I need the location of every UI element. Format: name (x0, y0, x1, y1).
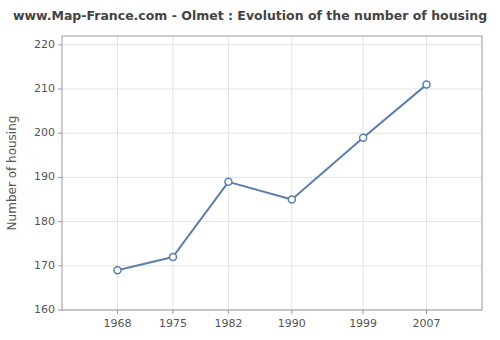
y-grid-line (62, 44, 482, 45)
x-tick-label: 1968 (103, 317, 131, 330)
x-tick (363, 310, 364, 314)
y-axis-label: Number of housing (5, 116, 19, 231)
y-grid-line (62, 221, 482, 222)
y-tick-label: 200 (34, 126, 55, 139)
x-grid-line (363, 36, 364, 310)
y-grid-line (62, 177, 482, 178)
y-grid-line (62, 89, 482, 90)
data-point (225, 178, 232, 185)
y-tick-label: 220 (34, 38, 55, 51)
y-tick (58, 310, 62, 311)
y-tick-label: 170 (34, 259, 55, 272)
x-tick (228, 310, 229, 314)
y-tick-label: 210 (34, 82, 55, 95)
data-point (169, 253, 176, 260)
x-tick (426, 310, 427, 314)
x-grid-line (426, 36, 427, 310)
y-grid-line (62, 133, 482, 134)
x-tick-label: 1975 (159, 317, 187, 330)
y-tick-label: 190 (34, 170, 55, 183)
data-point (360, 134, 367, 141)
x-tick-label: 1990 (278, 317, 306, 330)
y-grid-line (62, 265, 482, 266)
x-tick (172, 310, 173, 314)
x-grid-line (172, 36, 173, 310)
chart-container: 160 170 180 190 200 210 220 1968 1975 1982 1990 199… (0, 0, 500, 340)
data-point (423, 81, 430, 88)
grid (62, 36, 482, 310)
y-tick-label: 180 (34, 215, 55, 228)
x-grid-line (228, 36, 229, 310)
x-grid-line (291, 36, 292, 310)
x-tick-label: 1999 (349, 317, 377, 330)
chart-svg: 160 170 180 190 200 210 220 1968 1975 1982 1990 199… (0, 0, 500, 340)
plot-frame (62, 36, 482, 310)
y-tick (58, 221, 62, 222)
data-point (288, 196, 295, 203)
y-tick (58, 265, 62, 266)
y-tick (58, 177, 62, 178)
data-point (114, 267, 121, 274)
chart-title: www.Map-France.com - Olmet : Evolution o… (13, 8, 487, 23)
data-line (117, 85, 426, 271)
axes: 160 170 180 190 200 210 220 1968 1975 1982 1990 199… (34, 38, 441, 330)
x-tick (117, 310, 118, 314)
plot-background (62, 36, 482, 310)
data-layer (114, 81, 430, 274)
y-tick (58, 89, 62, 90)
y-tick-label: 160 (34, 303, 55, 316)
y-tick (58, 133, 62, 134)
y-tick (58, 44, 62, 45)
x-tick-label: 1982 (214, 317, 242, 330)
x-tick (291, 310, 292, 314)
x-tick-label: 2007 (413, 317, 441, 330)
